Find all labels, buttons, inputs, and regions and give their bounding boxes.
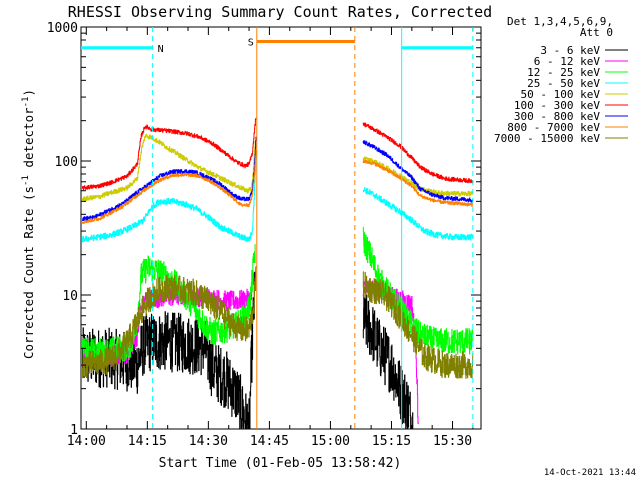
series-line-0-b (362, 293, 414, 429)
legend-label-3: 25 - 50 keV (527, 77, 600, 90)
x-tick-label-4: 15:00 (311, 434, 350, 449)
y-tick-label-3: 1000 (47, 21, 78, 36)
x-tick-label-5: 15:15 (372, 434, 411, 449)
flag-label-1: S (248, 37, 254, 48)
series-line-5-b (362, 122, 474, 184)
y-tick-label-0: 1 (70, 423, 78, 438)
legend-label-5: 100 - 300 keV (514, 99, 600, 112)
y-axis-label-end: ) (21, 89, 36, 97)
y-tick-label-2: 100 (55, 155, 78, 170)
x-tick-label-3: 14:45 (250, 434, 289, 449)
series-line-8-b (362, 271, 474, 379)
series-line-3-a (82, 154, 257, 243)
series-line-8-a (82, 266, 257, 379)
chart-title: RHESSI Observing Summary Count Rates, Co… (68, 3, 492, 21)
series-line-6-a (82, 136, 257, 222)
y-axis-label-sup2: -1 (21, 97, 31, 108)
legend-label-1: 6 - 12 keV (534, 55, 601, 68)
x-tick-label-6: 15:30 (433, 434, 472, 449)
legend-label-2: 12 - 25 keV (527, 66, 600, 79)
legend-header-1: Att 0 (580, 26, 613, 39)
x-tick-label-0: 14:00 (67, 434, 106, 449)
series-line-7-b (362, 159, 474, 207)
plot-area (82, 118, 474, 429)
x-tick-label-1: 14:15 (128, 434, 167, 449)
series-line-5-a (82, 118, 257, 190)
plot-frame (80, 26, 482, 430)
axes: 14:00 14:15 14:30 14:45 15:00 15:15 15:30 1 10 10… (47, 21, 482, 449)
legend-label-8: 7000 - 15000 keV (494, 132, 600, 145)
y-axis-label-main: Corrected Count Rate (s (21, 186, 36, 359)
x-tick-label-2: 14:30 (189, 434, 228, 449)
x-axis-label: Start Time (01-Feb-05 13:58:42) (159, 456, 402, 471)
legend-header-0: Det 1,3,4,5,6,9, (507, 15, 613, 28)
series-line-6-b (362, 140, 474, 203)
series-line-3-b (362, 187, 474, 241)
series-line-4-a (82, 133, 256, 202)
legend-label-4: 50 - 100 keV (521, 88, 601, 101)
legend-label-7: 800 - 7000 keV (507, 121, 600, 134)
series-line-7-a (82, 149, 257, 224)
series-line-4-b (362, 156, 473, 197)
y-tick-label-1: 10 (62, 289, 78, 304)
flag-label-0: N (158, 44, 164, 55)
legend-label-0: 3 - 6 keV (540, 44, 600, 57)
legend-label-6: 300 - 800 keV (514, 110, 600, 123)
y-axis-label-mid: detector (21, 107, 36, 175)
timestamp: 14-Oct-2021 13:44 (544, 468, 636, 478)
series-line-2-b (362, 226, 474, 355)
y-axis-label-sup1: -1 (21, 175, 31, 186)
y-axis-label: Corrected Count Rate (s-1 detector-1) (21, 89, 36, 359)
